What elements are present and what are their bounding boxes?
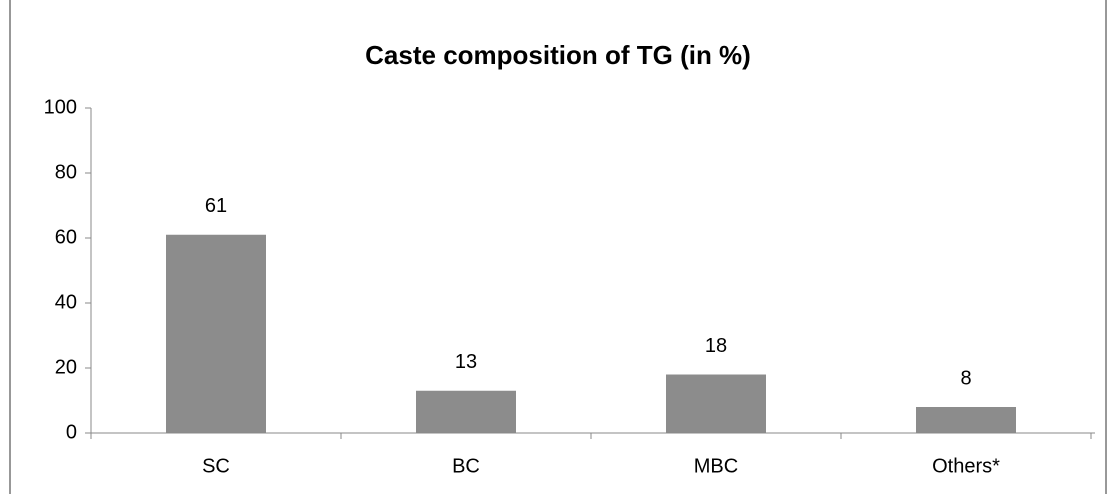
x-tick-label: BC	[452, 455, 480, 477]
y-tick-label: 80	[55, 161, 77, 183]
x-tick-label: Others*	[932, 455, 1000, 477]
data-label: 18	[705, 335, 727, 357]
y-tick-label: 20	[55, 356, 77, 378]
bar	[916, 407, 1016, 433]
y-tick-label: 0	[66, 421, 77, 443]
bar	[166, 234, 266, 433]
data-label: 13	[455, 351, 477, 373]
y-tick-label: 100	[44, 96, 77, 118]
y-tick-label: 40	[55, 291, 77, 313]
chart-title: Caste composition of TG (in %)	[365, 40, 751, 70]
x-tick-label: SC	[202, 455, 230, 477]
bar	[666, 374, 766, 433]
bar	[416, 390, 516, 433]
y-tick-label: 60	[55, 226, 77, 248]
data-label: 61	[205, 195, 227, 217]
x-tick-label: MBC	[694, 455, 738, 477]
data-label: 8	[960, 367, 971, 389]
